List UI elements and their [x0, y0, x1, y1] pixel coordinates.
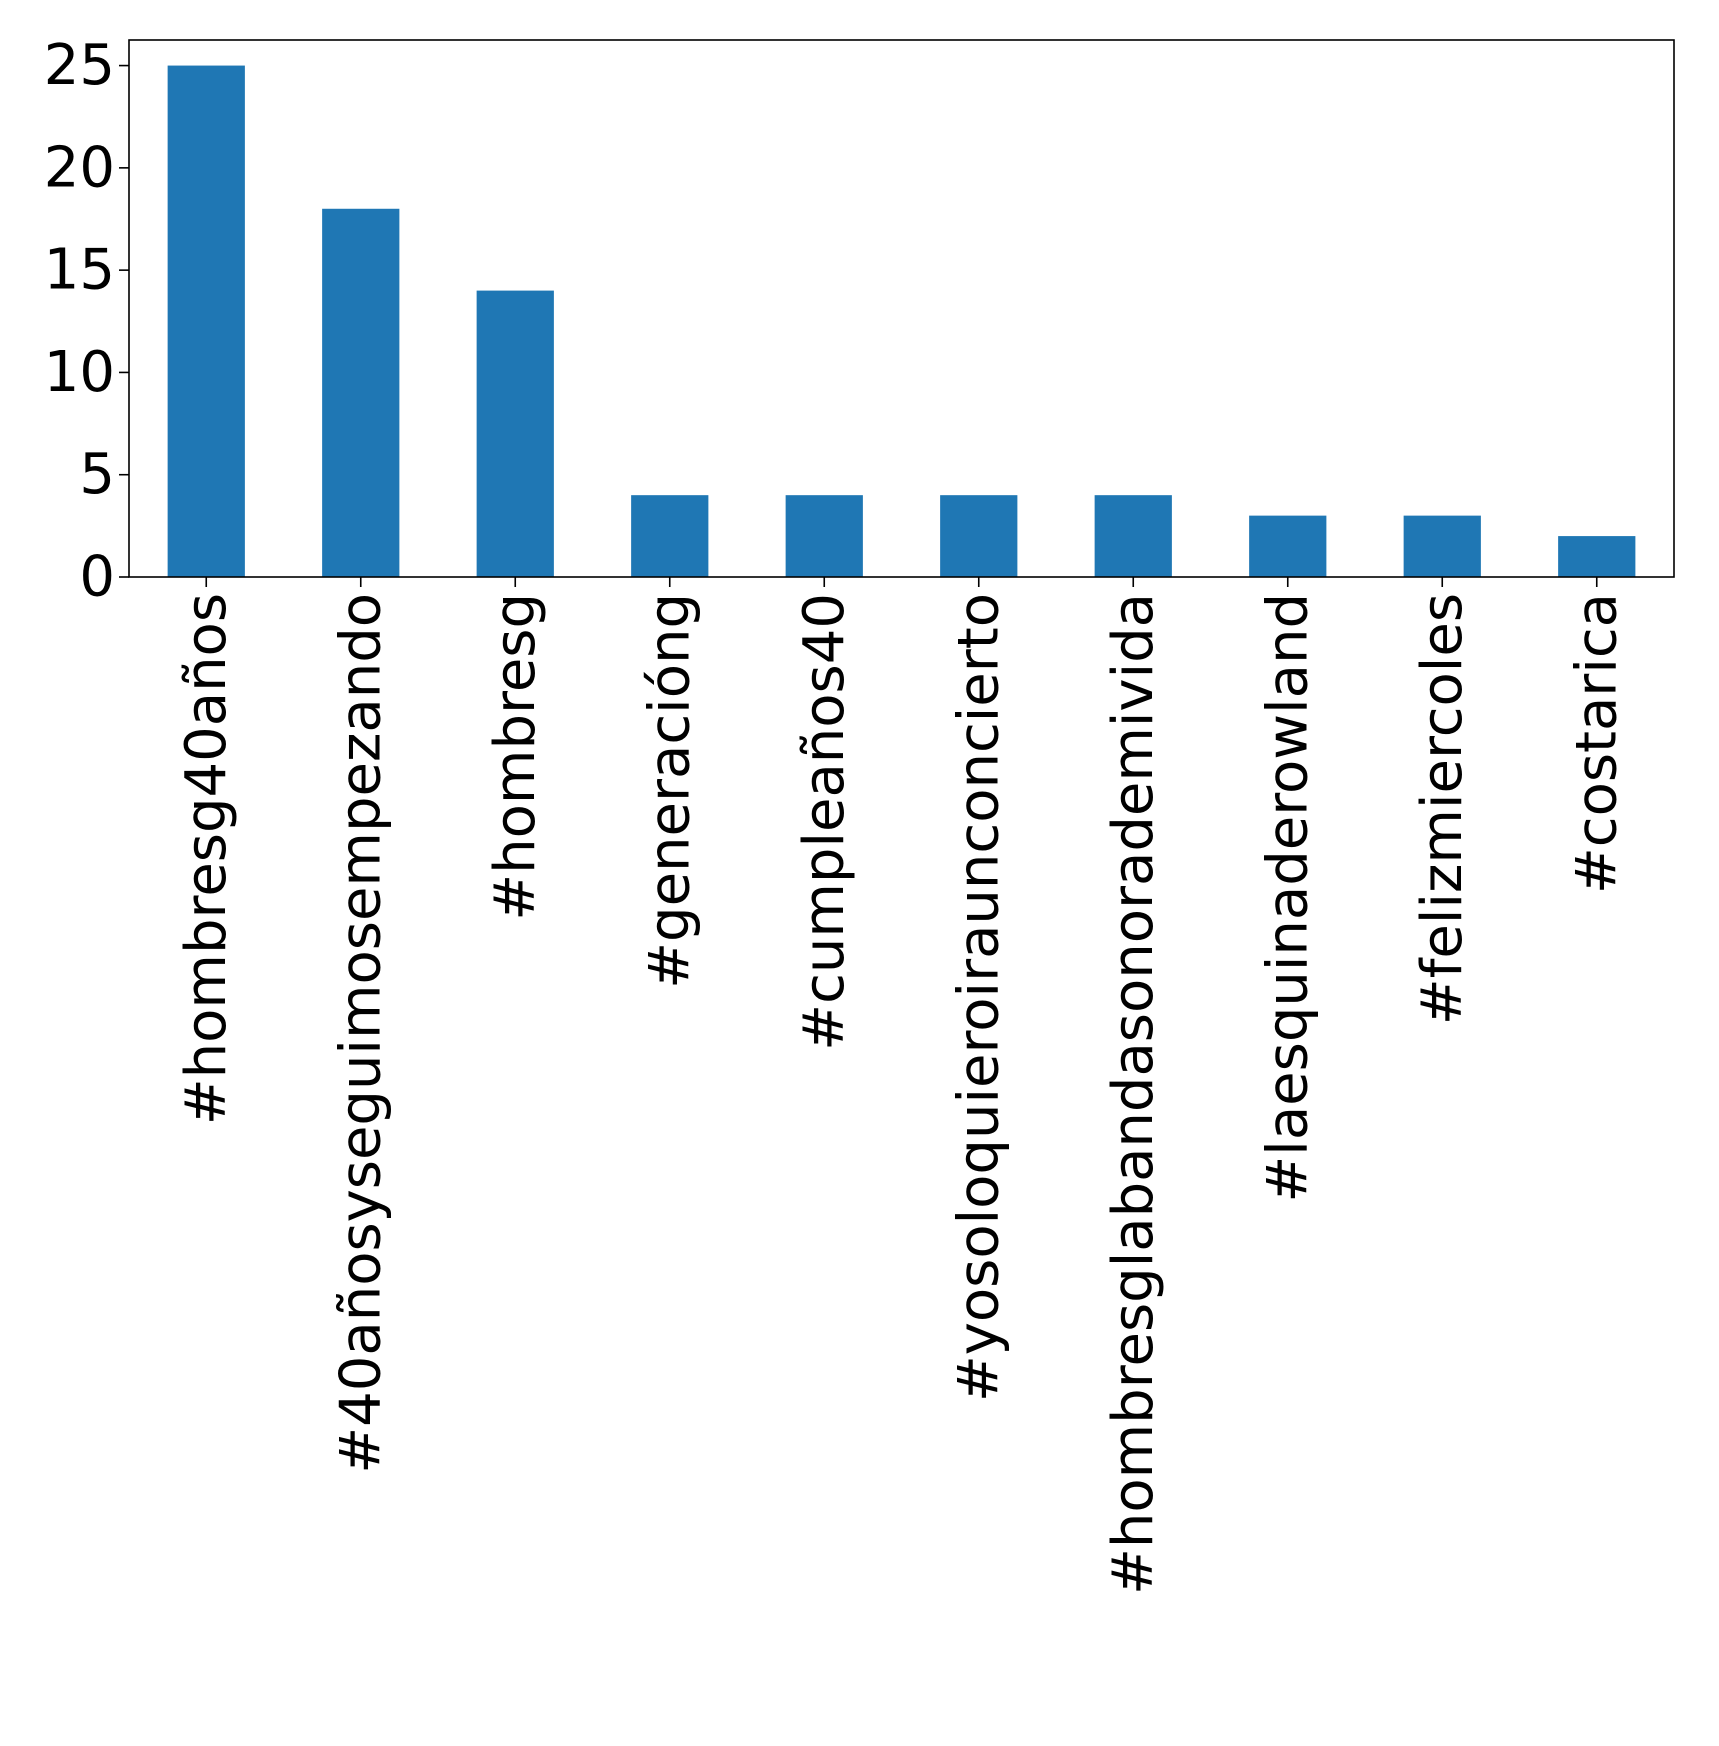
bar-8: [1403, 515, 1481, 577]
bar-2: [476, 290, 554, 577]
x-tick-label-6: #hombresglabandasonorademivida: [1101, 593, 1166, 1595]
x-tick-label-1: #40añosyseguimosempezando: [328, 593, 393, 1474]
y-tick-label-2: 10: [44, 340, 115, 405]
bar-0: [167, 65, 245, 577]
bar-4: [785, 495, 863, 577]
x-tick-label-0: #hombresg40años: [174, 593, 239, 1125]
bar-3: [631, 495, 709, 577]
bars-group: [167, 65, 1636, 577]
x-axis: #hombresg40años #40añosyseguimosempezando…: [174, 577, 1629, 1595]
bar-9: [1558, 536, 1636, 577]
x-tick-label-8: #felizmiercoles: [1410, 593, 1475, 1025]
bar-5: [940, 495, 1018, 577]
x-tick-label-2: #hombresg: [483, 593, 548, 921]
y-axis: 0 5 10 15 20 25: [44, 33, 129, 610]
x-tick-label-5: #yosoloquieroiraunconcierto: [946, 593, 1011, 1402]
bar-1: [322, 208, 400, 577]
x-tick-label-7: #laesquinaderowland: [1255, 593, 1320, 1203]
bar-6: [1094, 495, 1172, 577]
x-tick-label-9: #costarica: [1564, 593, 1629, 894]
y-tick-label-1: 5: [79, 442, 115, 507]
x-tick-label-3: #generacióng: [637, 593, 702, 989]
x-tick-label-4: #cumpleaños40: [792, 593, 857, 1051]
y-tick-label-5: 25: [44, 33, 115, 98]
y-tick-label-4: 20: [44, 135, 115, 200]
bar-7: [1249, 515, 1327, 577]
y-tick-label-0: 0: [79, 545, 115, 610]
plot-frame: [128, 39, 1675, 578]
y-tick-label-3: 15: [44, 238, 115, 303]
